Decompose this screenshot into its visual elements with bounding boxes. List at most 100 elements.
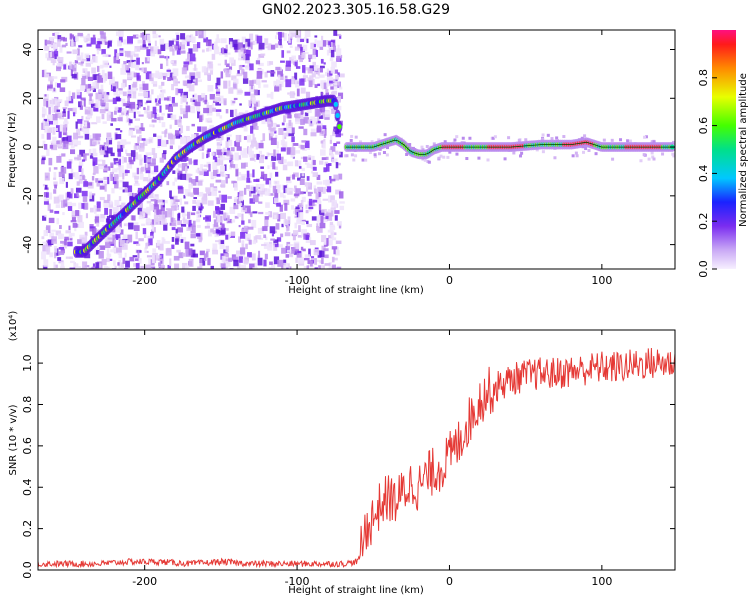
spectrogram-cell: [76, 181, 80, 186]
spectrogram-cell: [110, 174, 114, 181]
spectrogram-cell: [70, 149, 76, 155]
snr-x-tick-label: -200: [132, 575, 157, 588]
spectrogram-cell: [294, 160, 299, 167]
spectrogram-cell: [190, 106, 196, 114]
spectrogram-cell: [305, 234, 310, 240]
spectrogram-cell: [273, 239, 279, 246]
spectrogram-cell: [283, 195, 286, 199]
spectrogram-cell: [133, 53, 139, 57]
spectrogram-cell: [220, 38, 227, 44]
spectrogram-cell: [219, 156, 226, 161]
spectrogram-cell: [196, 211, 200, 214]
spectrogram-cell: [92, 148, 97, 157]
spectrogram-cell: [302, 44, 308, 52]
spectrogram-cell: [215, 82, 219, 90]
spectrogram-cell: [158, 202, 165, 206]
spectrogram-cell: [103, 94, 109, 103]
spectrogram-cell: [122, 91, 127, 97]
spectrogram-cell: [70, 188, 74, 194]
spectrogram-cell: [198, 206, 204, 209]
spectrogram-cell: [354, 135, 358, 139]
spectrogram-cell: [158, 199, 163, 203]
spectrogram-cell: [196, 210, 201, 219]
spectrogram-cell: [107, 194, 111, 202]
spectrogram-cell: [136, 72, 140, 80]
spectrogram-cell: [47, 84, 53, 89]
spectrogram-cell: [126, 68, 131, 73]
spectrogram-cell: [91, 176, 95, 181]
spectrogram-cell: [225, 245, 230, 253]
spectrogram-cell: [305, 204, 308, 209]
spectrogram-cell: [46, 127, 53, 133]
spectrogram-cell: [81, 159, 86, 162]
spectrogram-cell: [80, 52, 84, 60]
spectrogram-cell: [295, 79, 300, 88]
spectrogram-cell: [644, 135, 648, 139]
spectrogram-cell: [220, 164, 224, 170]
spectrogram-cell: [175, 238, 179, 245]
spectrogram-cell: [210, 69, 214, 75]
spectrogram-cell: [339, 205, 345, 211]
spectrogram-cell: [339, 34, 342, 39]
spectrogram-cell: [48, 107, 51, 115]
spectrogram-cell: [62, 143, 69, 150]
spectrogram-cell: [43, 265, 48, 269]
spectrogram-cell: [149, 46, 154, 52]
spectrogram-cell: [172, 76, 177, 79]
spectrogram-cell: [338, 224, 342, 229]
spectrogram-cell: [83, 153, 87, 161]
spectrogram-cell: [194, 133, 199, 141]
spectrogram-cell: [283, 159, 287, 164]
spectrogram-cell: [299, 178, 305, 185]
spectrogram-cell: [468, 136, 472, 140]
spectrogram-cell: [167, 77, 171, 82]
spectrogram-cell: [66, 51, 72, 54]
spectrogram-cell: [176, 249, 181, 253]
spectrogram-cell: [128, 222, 134, 230]
spectrogram-cell: [207, 148, 212, 152]
spectrogram-cell: [78, 179, 83, 184]
spectrogram-cell: [139, 86, 144, 90]
spectrogram-cell: [281, 184, 285, 190]
spectrogram-cell: [308, 155, 312, 161]
spectrogram-cell: [256, 153, 260, 160]
spectrogram-cell: [206, 222, 210, 227]
spectrogram-cell: [338, 92, 344, 99]
spectrogram-cell: [316, 125, 322, 133]
spectrogram-cell: [303, 191, 306, 194]
spectrogram-cell: [67, 241, 73, 247]
spectrogram-cell: [183, 61, 190, 65]
spectrogram-cell: [175, 233, 180, 242]
spectrogram-cell: [316, 181, 323, 185]
spectrogram-cell: [180, 223, 187, 227]
spectrogram-cell: [70, 34, 75, 38]
spectrogram-cell: [59, 36, 66, 41]
snr-panel: -200 -100 0 100 0.00.20.40.60.81.0 Height o…: [8, 311, 676, 596]
spectrogram-cell: [201, 197, 208, 205]
spectrogram-cell: [66, 96, 72, 101]
spectrogram-cell: [249, 63, 254, 71]
spectrogram-cell: [157, 139, 162, 147]
spectrogram-cell: [343, 154, 347, 158]
spectrogram-cell: [167, 68, 171, 76]
spectrogram-cell: [146, 158, 152, 163]
spectrogram-cell: [285, 65, 291, 72]
spectrogram-cell: [58, 251, 65, 256]
spectrogram-cell: [266, 70, 271, 73]
spectrogram-cell: [247, 173, 253, 178]
spectrogram-cell: [350, 153, 354, 157]
spectrogram-cell: [225, 174, 230, 179]
spectrogram-cell: [147, 56, 150, 62]
spectrogram-cell: [311, 170, 314, 174]
spectrogram-cell: [170, 217, 174, 223]
spectrogram-cell: [237, 70, 240, 74]
spectrogram-cell: [76, 128, 81, 136]
spectrogram-cell: [92, 34, 96, 39]
spectrogram-cell: [107, 45, 110, 49]
spectrogram-cell: [304, 162, 310, 165]
spectrogram-cell: [155, 102, 160, 106]
spectrogram-cell: [304, 140, 310, 149]
spectrogram-cell: [215, 240, 220, 243]
ridge-core: [337, 124, 342, 130]
spectrogram-cell: [306, 186, 309, 193]
